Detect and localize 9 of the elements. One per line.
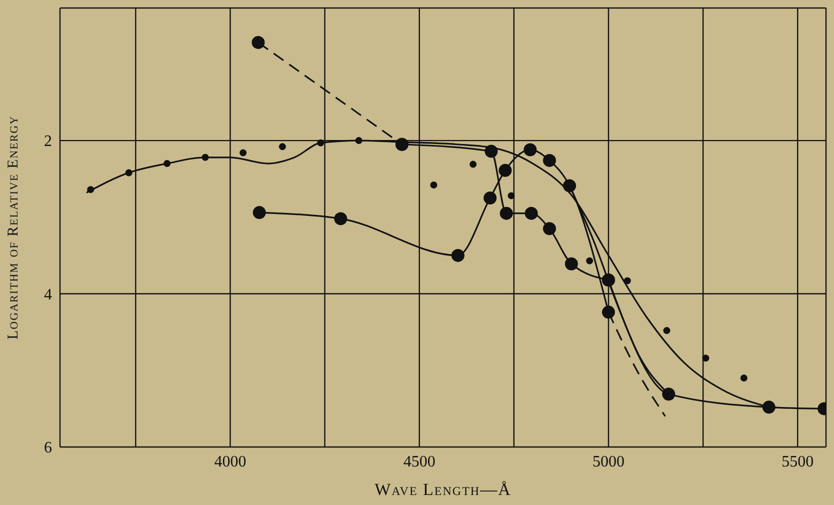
y-tick-label: 6 [44,440,52,457]
x-tick-label: 4000 [214,453,246,470]
y-tick-label: 2 [44,133,52,150]
x-tick-label: 4500 [403,453,436,470]
x-axis-title: Wave Length—Å [374,480,512,499]
y-axis-title: Logarithm of Relative Energy [5,115,22,340]
x-tick-label: 5000 [592,453,624,470]
x-tick-label: 5500 [782,453,814,470]
y-tick-label: 4 [44,286,52,304]
